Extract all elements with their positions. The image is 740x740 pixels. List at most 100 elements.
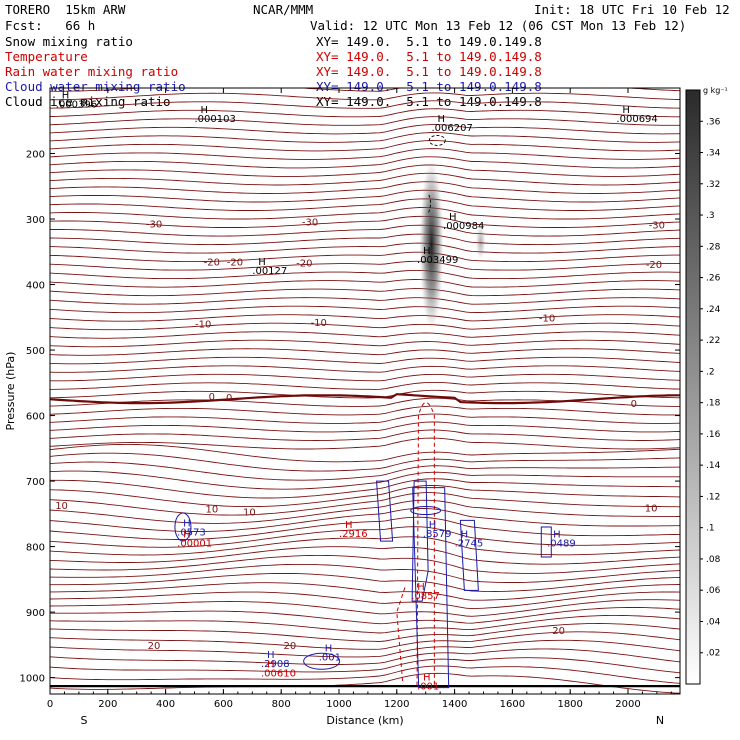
cloud-water-contour bbox=[410, 506, 442, 516]
center-title: NCAR/MMM bbox=[253, 2, 314, 17]
isotherm-line bbox=[50, 251, 680, 263]
maximum-marker: H bbox=[417, 582, 425, 593]
colorbar-tick-label: .32 bbox=[706, 180, 720, 190]
x-tick-label: 1400 bbox=[442, 699, 467, 710]
isotherm-line bbox=[50, 591, 680, 610]
isotherm-line bbox=[50, 348, 680, 356]
maximum-value: .001 bbox=[319, 653, 341, 664]
isotherm-line bbox=[50, 108, 680, 118]
isotherm-line bbox=[50, 546, 680, 565]
colorbar-tick-label: .24 bbox=[706, 305, 721, 315]
maximum-value: .8579 bbox=[423, 529, 452, 540]
isotherm-line bbox=[50, 554, 680, 574]
isotherm-label: 10 bbox=[243, 508, 256, 519]
maximum-marker: H bbox=[423, 246, 431, 257]
field-name: Temperature bbox=[5, 49, 88, 64]
colorbar-tick-label: .3 bbox=[706, 211, 715, 221]
isotherm-line bbox=[50, 269, 680, 280]
field-name: Snow mixing ratio bbox=[5, 34, 133, 49]
isotherm-line bbox=[50, 405, 680, 416]
y-tick-label: 400 bbox=[26, 281, 45, 292]
isotherm-line bbox=[50, 397, 680, 407]
snow-shading bbox=[475, 223, 486, 260]
isotherm-line bbox=[50, 507, 680, 532]
cloud-water-contour bbox=[376, 480, 394, 542]
maximum-marker: H bbox=[429, 520, 437, 531]
isotherm-line bbox=[50, 631, 680, 650]
isotherm-label: -10 bbox=[539, 314, 555, 325]
colorbar-tick-label: .36 bbox=[706, 117, 721, 127]
colorbar-tick-label: .34 bbox=[706, 149, 721, 159]
isotherm-line bbox=[50, 536, 680, 556]
x-axis-label: Distance (km) bbox=[326, 714, 403, 727]
maximum-value: .00610 bbox=[261, 668, 296, 679]
isotherm-line bbox=[50, 116, 680, 126]
maximum-marker: H bbox=[461, 530, 469, 541]
isotherm-line bbox=[50, 92, 680, 101]
maximum-marker: H bbox=[437, 114, 445, 125]
maximum-value: .006207 bbox=[431, 123, 472, 134]
x-tick-label: 2000 bbox=[615, 699, 640, 710]
field-section-coords: XY= 149.0. 5.1 to 149.0.149.8 bbox=[316, 34, 542, 49]
rain-water-contour bbox=[396, 585, 406, 681]
x-tick-label: 200 bbox=[98, 699, 117, 710]
isotherm-line bbox=[50, 599, 680, 617]
maximum-marker: H bbox=[622, 105, 630, 116]
isotherm-line bbox=[50, 665, 680, 684]
colorbar-tick-label: .26 bbox=[706, 274, 721, 284]
maximum-value: .000396 bbox=[56, 100, 97, 111]
isotherm-line bbox=[50, 148, 680, 160]
isotherm-line bbox=[50, 365, 680, 373]
init-time: Init: 18 UTC Fri 10 Feb 12 bbox=[534, 2, 730, 17]
y-tick-label: 600 bbox=[26, 412, 45, 423]
isotherm-line bbox=[50, 657, 680, 674]
maximum-marker: H bbox=[267, 659, 275, 670]
isotherm-label: 20 bbox=[283, 641, 296, 652]
model-title: TORERO 15km ARW bbox=[5, 2, 126, 17]
maximum-value: .000103 bbox=[194, 114, 235, 125]
colorbar-tick-label: .1 bbox=[706, 524, 715, 534]
isotherm-line bbox=[50, 297, 680, 305]
x-tick-label: 1200 bbox=[384, 699, 409, 710]
isotherm-line bbox=[50, 443, 680, 463]
isotherm-line bbox=[50, 305, 680, 314]
x-tick-label: 1600 bbox=[500, 699, 525, 710]
maximum-marker: H bbox=[325, 644, 333, 655]
isotherm-line bbox=[50, 582, 680, 601]
x-tick-label: 1000 bbox=[326, 699, 351, 710]
isotherm-label: -30 bbox=[146, 219, 162, 230]
maximum-value: .000984 bbox=[443, 221, 484, 232]
maximum-marker: H bbox=[267, 650, 275, 661]
maximum-value: .003499 bbox=[417, 255, 458, 266]
isotherm-label: -20 bbox=[296, 259, 312, 270]
isotherm-line bbox=[50, 189, 680, 203]
cloud-ice-contour bbox=[428, 134, 446, 146]
maximum-marker: H bbox=[553, 530, 561, 541]
cloud-water-contour bbox=[303, 652, 341, 670]
isotherm-line bbox=[50, 499, 680, 524]
isotherm-line bbox=[50, 132, 680, 143]
isotherm-line bbox=[50, 164, 680, 177]
colorbar-tick-label: .18 bbox=[706, 399, 721, 409]
maximum-marker: H bbox=[345, 520, 353, 531]
isotherm-line bbox=[50, 526, 680, 548]
isotherm-line bbox=[50, 198, 680, 211]
isotherm-line bbox=[50, 215, 680, 228]
isotherm-line bbox=[50, 373, 680, 382]
x-tick-label: 800 bbox=[272, 699, 291, 710]
isotherm-label: 0 bbox=[226, 393, 232, 404]
field-section-coords: XY= 149.0. 5.1 to 149.0.149.8 bbox=[316, 64, 542, 79]
isotherm-line bbox=[50, 516, 680, 540]
isotherm-line bbox=[50, 485, 680, 508]
maximum-value: .001 bbox=[417, 681, 439, 692]
cloud-water-contour bbox=[459, 519, 479, 591]
cloud-water-contour bbox=[540, 526, 552, 558]
colorbar-tick-label: .04 bbox=[706, 617, 721, 627]
south-label: S bbox=[81, 714, 88, 727]
isotherm-line bbox=[50, 331, 680, 339]
isotherm-line bbox=[50, 413, 680, 424]
x-tick-label: 400 bbox=[156, 699, 175, 710]
field-section-coords: XY= 149.0. 5.1 to 149.0.149.8 bbox=[316, 79, 542, 94]
isotherm-line bbox=[50, 233, 680, 246]
forecast-hour: Fcst: 66 h bbox=[5, 18, 96, 33]
